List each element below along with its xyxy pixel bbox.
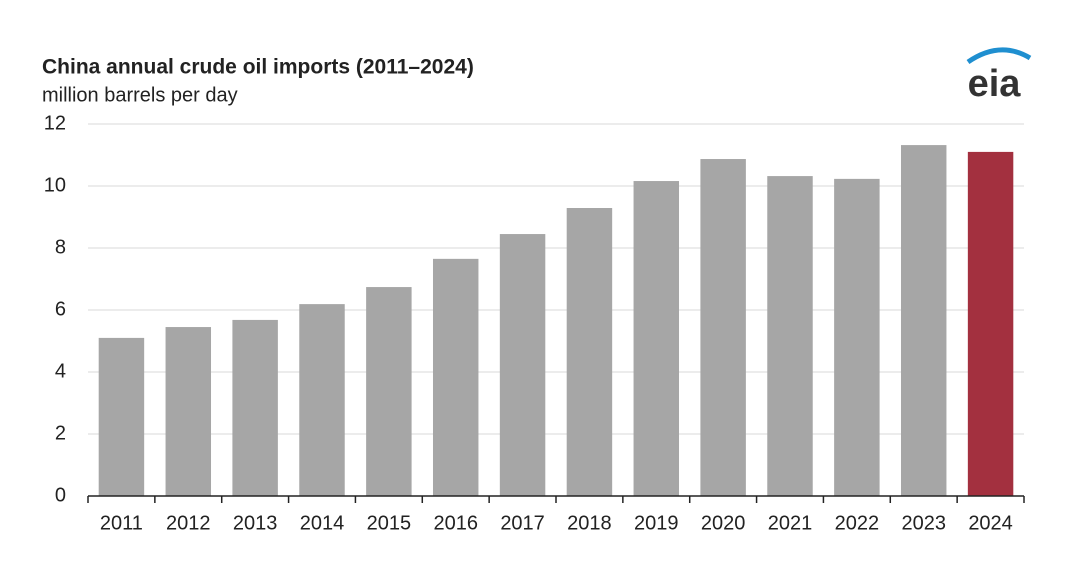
bar bbox=[900, 145, 947, 496]
y-tick-label: 10 bbox=[44, 174, 66, 196]
bar bbox=[232, 319, 278, 496]
bar bbox=[834, 178, 880, 496]
bar bbox=[432, 258, 479, 496]
x-tick-label: 2020 bbox=[701, 512, 746, 534]
bar bbox=[366, 287, 412, 496]
x-tick-label: 2015 bbox=[367, 512, 412, 534]
y-tick-label: 6 bbox=[55, 298, 66, 320]
x-tick-label: 2021 bbox=[768, 512, 813, 534]
bar bbox=[700, 159, 746, 496]
x-tick-label: 2024 bbox=[968, 512, 1013, 534]
y-tick-label: 4 bbox=[55, 360, 66, 382]
bar bbox=[98, 337, 145, 496]
x-tick-label: 2018 bbox=[567, 512, 612, 534]
chart-title: China annual crude oil imports (2011–202… bbox=[42, 56, 474, 79]
x-tick-label: 2014 bbox=[300, 512, 345, 534]
x-tick-label: 2013 bbox=[233, 512, 278, 534]
x-tick-label: 2019 bbox=[634, 512, 679, 534]
x-tick-label: 2017 bbox=[500, 512, 545, 534]
x-tick-label: 2022 bbox=[835, 512, 880, 534]
logo-arc bbox=[966, 47, 1032, 65]
bar bbox=[499, 234, 546, 497]
chart-subtitle: million barrels per day bbox=[42, 84, 238, 106]
bar bbox=[299, 304, 345, 496]
x-tick-label: 2023 bbox=[901, 512, 946, 534]
y-tick-label: 2 bbox=[55, 422, 66, 444]
x-tick-label: 2011 bbox=[100, 512, 143, 534]
bar bbox=[767, 176, 813, 496]
logo: eia bbox=[968, 63, 1022, 105]
y-tick-label: 0 bbox=[55, 484, 66, 506]
x-tick-label: 2012 bbox=[166, 512, 211, 534]
bar bbox=[566, 208, 613, 496]
bar bbox=[165, 327, 212, 496]
y-tick-label: 8 bbox=[55, 236, 66, 258]
y-tick-label: 12 bbox=[44, 112, 66, 134]
bar bbox=[633, 181, 680, 497]
bar bbox=[967, 151, 1014, 496]
x-tick-label: 2016 bbox=[433, 512, 478, 534]
